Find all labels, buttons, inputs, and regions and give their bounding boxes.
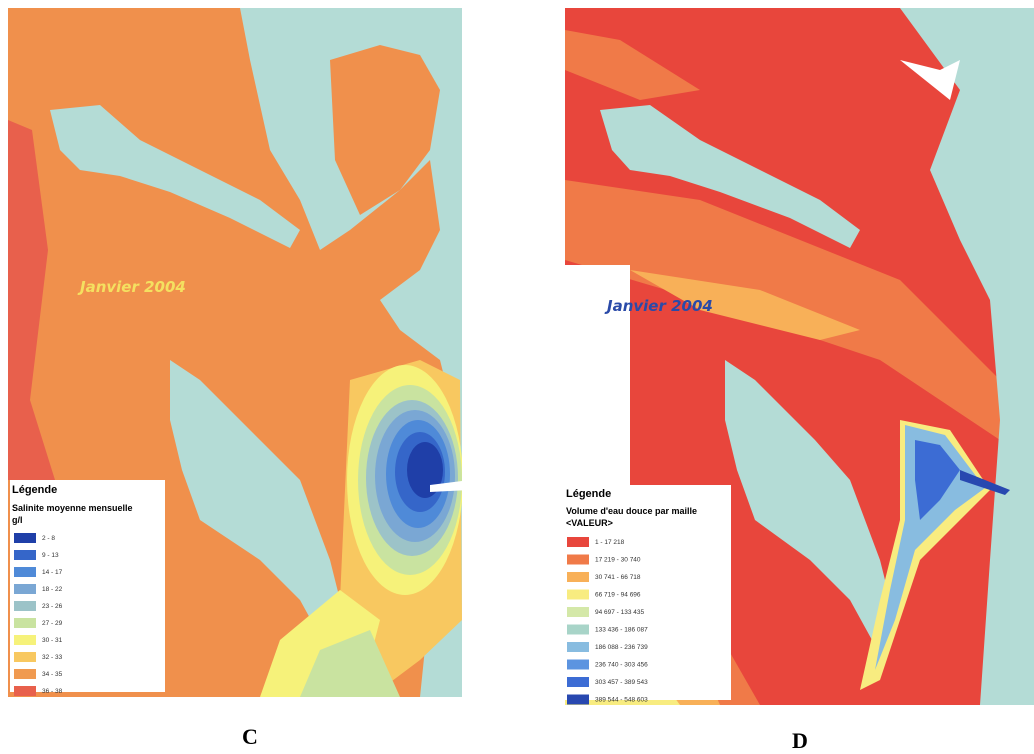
legend-swatch <box>14 652 36 662</box>
legend-subtitle: Salinite moyenne mensuelle <box>12 503 133 513</box>
legend-swatch <box>567 555 589 565</box>
legend-unit: g/l <box>12 515 23 525</box>
legend-swatch <box>567 607 589 617</box>
legend-unit: <VALEUR> <box>566 518 613 528</box>
figure: Légende Salinite moyenne mensuelle g/l L… <box>0 0 1034 754</box>
legend-label: 30 - 31 <box>42 637 63 644</box>
legend-label: 236 740 - 303 456 <box>595 662 648 669</box>
map-annotation: Janvier 2004 <box>604 297 713 315</box>
legend-swatch <box>14 533 36 543</box>
legend-label: 36 - 38 <box>42 688 63 695</box>
legend-label: 133 436 - 186 087 <box>595 627 648 634</box>
legend-label: 1 - 17 218 <box>595 539 625 546</box>
panel-label: D <box>792 728 808 753</box>
legend-label: 303 457 - 389 543 <box>595 679 648 686</box>
legend-label: 66 719 - 94 696 <box>595 592 641 599</box>
map-annotation: Janvier 2004 <box>77 278 186 296</box>
legend-swatch <box>14 669 36 679</box>
legend-swatch <box>567 625 589 635</box>
legend-swatch <box>14 618 36 628</box>
legend-label: 9 - 13 <box>42 552 59 559</box>
legend-label: 186 088 - 236 739 <box>595 644 648 651</box>
legend-label: 94 697 - 133 435 <box>595 609 645 616</box>
legend-label: 32 - 33 <box>42 654 63 661</box>
legend-swatch <box>567 537 589 547</box>
legend-swatch <box>567 695 589 705</box>
legend-swatch <box>14 584 36 594</box>
legend-label: 30 741 - 66 718 <box>595 574 641 581</box>
legend-swatch <box>567 642 589 652</box>
legend-swatch <box>567 677 589 687</box>
legend-label: 27 - 29 <box>42 620 63 627</box>
legend-label: 34 - 35 <box>42 671 63 678</box>
legend-label: 2 - 8 <box>42 535 55 542</box>
legend-swatch <box>567 660 589 670</box>
legend-swatch <box>14 635 36 645</box>
legend-title: Légende <box>566 488 611 500</box>
legend-swatch <box>567 572 589 582</box>
legend-label: 17 219 - 30 740 <box>595 557 641 564</box>
legend-swatch <box>14 567 36 577</box>
legend-title: Légende <box>12 484 57 496</box>
legend-label: 389 544 - 548 603 <box>595 697 648 704</box>
legend-swatch <box>14 686 36 696</box>
legend-swatch <box>567 590 589 600</box>
panel-label: C <box>242 724 258 749</box>
legend-subtitle: Volume d'eau douce par maille <box>566 506 697 516</box>
legend-label: 23 - 26 <box>42 603 63 610</box>
legend-swatch <box>14 601 36 611</box>
legend-swatch <box>14 550 36 560</box>
legend-label: 14 - 17 <box>42 569 63 576</box>
legend-label: 18 - 22 <box>42 586 63 593</box>
